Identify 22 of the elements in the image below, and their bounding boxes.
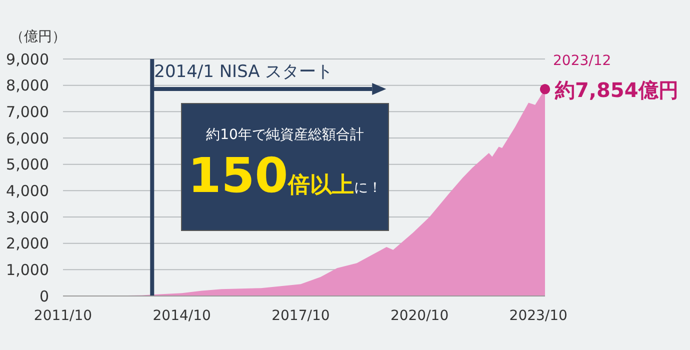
y-tick-label: 2,000: [6, 234, 49, 253]
y-tick-label: 7,000: [6, 102, 49, 121]
y-axis-title: （億円）: [10, 28, 66, 46]
annotation: 150倍以上に！: [188, 148, 382, 204]
x-tick-label: 2017/10: [272, 308, 330, 324]
x-tick-label: 2011/10: [34, 308, 92, 324]
y-tick-label: 5,000: [6, 156, 49, 174]
x-tick-label: 2014/10: [152, 308, 211, 324]
annotation: 2023/12: [553, 53, 612, 70]
y-tick-label: 6,000: [6, 129, 49, 148]
y-tick-label: 1,000: [6, 260, 49, 279]
y-tick-label: 3,000: [6, 208, 49, 226]
y-tick-label: 0: [39, 287, 49, 306]
x-tick-label: 2023/10: [509, 308, 568, 324]
y-tick-label: 8,000: [6, 76, 49, 95]
callout-box: 約10年で純資産総額合計 150倍以上に！: [181, 103, 389, 231]
y-tick-label: 9,000: [6, 50, 49, 68]
annotation: 約7,854億円: [554, 78, 678, 102]
annotation: 約10年で純資産総額合計: [205, 126, 365, 144]
ref-line-label: 2014/1 NISA スタート: [154, 62, 334, 82]
y-tick-label: 4,000: [6, 182, 49, 200]
x-tick-label: 2020/10: [390, 308, 449, 324]
